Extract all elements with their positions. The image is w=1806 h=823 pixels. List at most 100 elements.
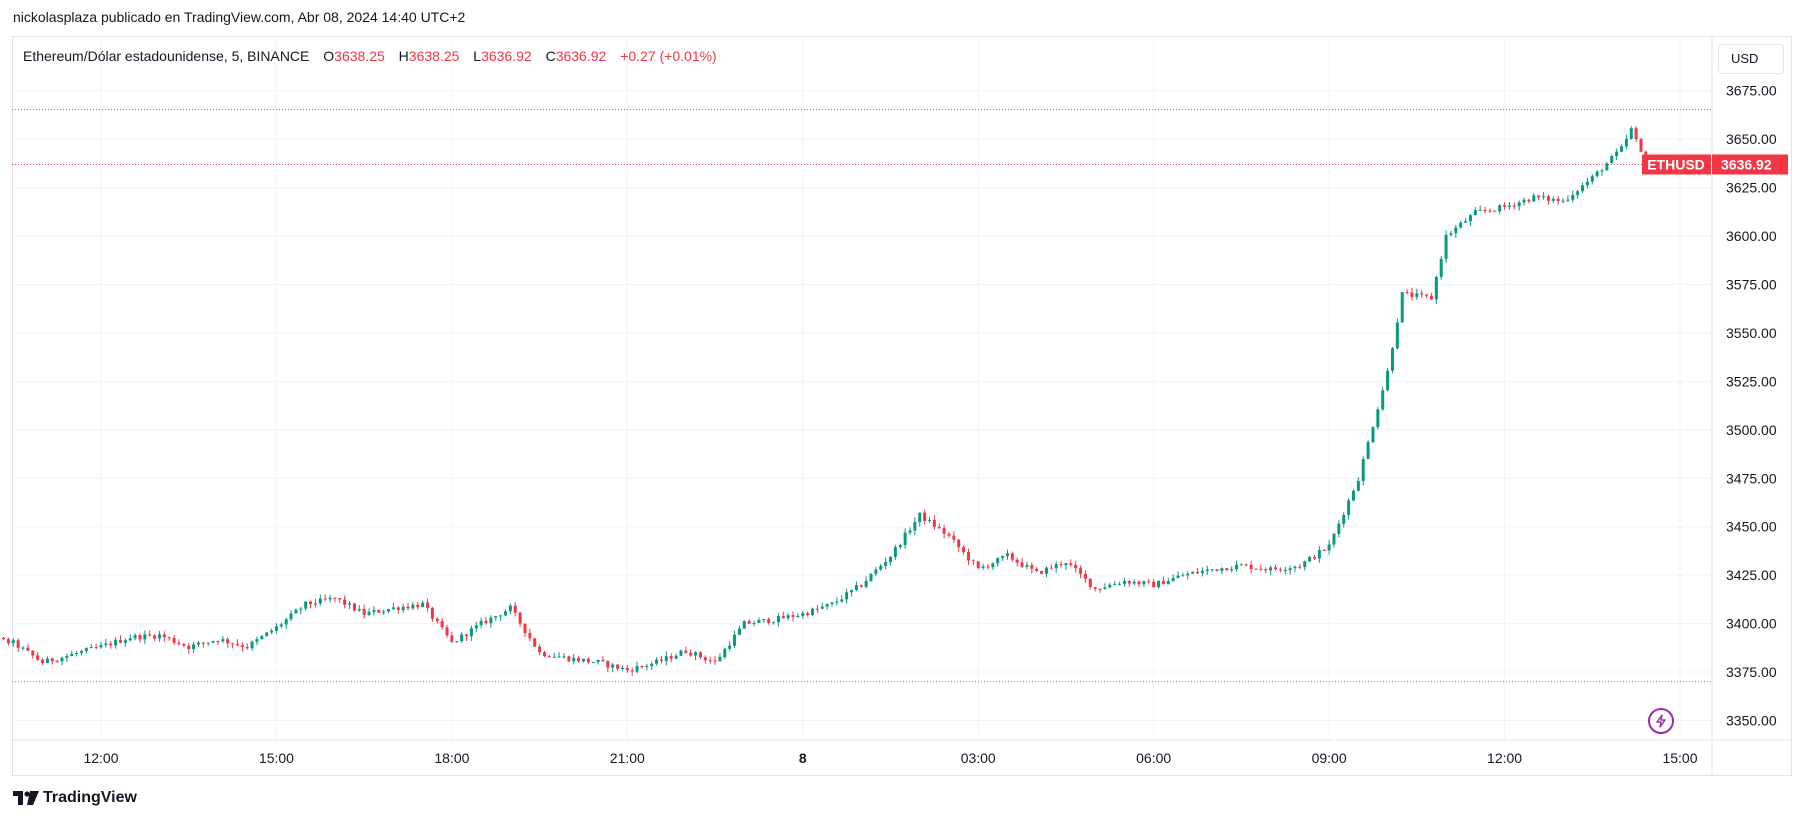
candle bbox=[1493, 210, 1497, 213]
tradingview-logo[interactable]: TradingView bbox=[13, 789, 137, 807]
candles[interactable] bbox=[0, 126, 1648, 676]
candle bbox=[1400, 292, 1404, 323]
candle bbox=[606, 660, 610, 672]
candle bbox=[1488, 208, 1492, 214]
candle-body bbox=[1283, 570, 1287, 572]
candle-body bbox=[1098, 588, 1102, 590]
candle bbox=[1083, 570, 1087, 583]
legend-symbol[interactable]: Ethereum/Dólar estadounidense, 5, BINANC… bbox=[23, 48, 310, 64]
candle-body bbox=[1624, 138, 1628, 147]
candle-body bbox=[377, 610, 381, 613]
candle bbox=[1342, 512, 1346, 528]
candle-body bbox=[640, 666, 644, 668]
candle-body bbox=[1191, 571, 1195, 574]
x-tick-label: 21:00 bbox=[610, 750, 645, 766]
candle bbox=[1171, 574, 1175, 582]
candle bbox=[50, 657, 54, 665]
candle-body bbox=[187, 645, 191, 650]
candle-body bbox=[1381, 390, 1385, 410]
candle-body bbox=[1288, 568, 1292, 571]
candle bbox=[1532, 193, 1536, 202]
candle bbox=[1590, 174, 1594, 185]
candle-body bbox=[255, 639, 259, 642]
candle bbox=[918, 512, 922, 527]
logo-text: TradingView bbox=[43, 789, 137, 806]
candle bbox=[211, 640, 215, 644]
candle bbox=[118, 635, 122, 644]
candle-body bbox=[1429, 295, 1433, 300]
chart-frame bbox=[12, 36, 1792, 776]
currency-button[interactable]: USD bbox=[1718, 44, 1784, 74]
candle bbox=[1337, 520, 1341, 538]
y-tick-label: 3625.00 bbox=[1726, 180, 1777, 196]
candle bbox=[640, 665, 644, 669]
candle-body bbox=[674, 655, 678, 659]
candle bbox=[981, 563, 985, 570]
candle-body bbox=[299, 608, 303, 610]
candle bbox=[811, 607, 815, 616]
x-tick-label: 18:00 bbox=[434, 750, 469, 766]
candle-body bbox=[830, 602, 834, 605]
candle bbox=[255, 636, 259, 646]
candle bbox=[357, 605, 361, 612]
candle bbox=[338, 597, 342, 603]
candle bbox=[1571, 190, 1575, 203]
candle-body bbox=[128, 638, 132, 641]
candle-body bbox=[352, 603, 356, 611]
candle-body bbox=[889, 556, 892, 563]
lightning-icon[interactable] bbox=[1648, 708, 1674, 734]
candle-body bbox=[294, 609, 298, 614]
candle-body bbox=[1327, 544, 1331, 551]
candle bbox=[1269, 565, 1273, 576]
candle bbox=[1098, 588, 1102, 593]
candle bbox=[474, 621, 478, 633]
candle-body bbox=[986, 566, 990, 568]
candle-body bbox=[1312, 556, 1316, 559]
price-axis[interactable]: 3350.00 3375.00 3400.00 3425.00 3450.00 3475.… bbox=[1726, 83, 1777, 729]
candle bbox=[586, 656, 590, 665]
candle bbox=[508, 603, 512, 615]
candle bbox=[1288, 565, 1292, 575]
y-tick-label: 3425.00 bbox=[1726, 567, 1777, 583]
candle bbox=[733, 630, 737, 648]
price-tag-symbol: ETHUSD bbox=[1647, 156, 1705, 172]
candle bbox=[601, 656, 605, 663]
candle-body bbox=[430, 607, 434, 619]
candle bbox=[2, 637, 6, 640]
candle-body bbox=[1054, 564, 1058, 569]
candle-body bbox=[382, 611, 386, 613]
candle-body bbox=[1293, 566, 1297, 569]
candle-body bbox=[1069, 563, 1073, 565]
candle-body bbox=[698, 652, 702, 658]
candle-body bbox=[1527, 199, 1531, 202]
candle-body bbox=[401, 606, 405, 611]
candle-body bbox=[1269, 567, 1273, 571]
candle-body bbox=[216, 641, 220, 643]
candle-body bbox=[742, 621, 746, 629]
candle bbox=[1088, 578, 1092, 590]
candle-body bbox=[927, 519, 931, 521]
candle bbox=[552, 652, 556, 658]
candle-body bbox=[1196, 571, 1200, 574]
candle-body bbox=[1605, 163, 1609, 171]
candle-body bbox=[387, 609, 391, 612]
candle-body bbox=[1449, 233, 1453, 235]
time-axis[interactable]: 12:00 15:00 18:00 21:00 8 03:00 06:00 09:00 12:0… bbox=[83, 750, 1697, 766]
candle bbox=[309, 600, 313, 609]
x-tick-label: 12:00 bbox=[1487, 750, 1522, 766]
y-tick-label: 3350.00 bbox=[1726, 713, 1777, 729]
candle-body bbox=[440, 621, 444, 628]
candle bbox=[991, 562, 995, 570]
x-tick-label: 12:00 bbox=[83, 750, 118, 766]
candle bbox=[377, 609, 381, 614]
candle bbox=[167, 636, 171, 641]
candle-body bbox=[1639, 139, 1643, 152]
candle-body bbox=[854, 585, 858, 590]
candle-body bbox=[733, 634, 737, 646]
candle bbox=[187, 643, 191, 654]
candle bbox=[1464, 218, 1468, 223]
candle-body bbox=[772, 622, 776, 624]
candle bbox=[957, 538, 961, 553]
candle-body bbox=[274, 626, 278, 631]
